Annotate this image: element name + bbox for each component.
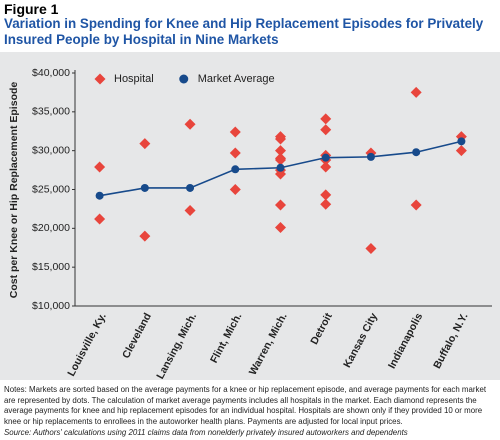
hospital-point [410, 199, 422, 211]
hospital-point [320, 161, 332, 173]
hospital-point [275, 145, 286, 157]
y-tick-label: $25,000 [32, 183, 70, 195]
hospital-point [365, 243, 377, 255]
notes: Notes: Markets are sorted based on the a… [4, 385, 487, 426]
hospital-point [229, 147, 241, 159]
hospital-point [139, 138, 151, 150]
source: Source: Authors' calculations using 2011… [4, 428, 408, 437]
hospital-point [94, 161, 106, 173]
hospital-point [320, 124, 332, 136]
average-point [366, 152, 375, 161]
y-tick-label: $40,000 [32, 67, 70, 79]
hospital-point [275, 133, 286, 145]
y-tick-label: $15,000 [32, 261, 70, 273]
hospital-point [410, 86, 422, 98]
average-point [95, 191, 104, 200]
y-axis-label: Cost per Knee or Hip Replacement Episode [8, 82, 20, 299]
hospital-point [275, 154, 286, 166]
hospital-point [275, 168, 286, 180]
average-point [231, 165, 240, 174]
figure-label: Figure 1 [4, 1, 59, 17]
hospital-point [229, 126, 241, 138]
average-point [321, 153, 330, 162]
hospital-point [455, 145, 467, 157]
chart-panel [0, 52, 500, 380]
legend-label: Market Average [198, 73, 275, 85]
hospital-point [320, 189, 332, 201]
average-point [457, 137, 466, 146]
average-point [276, 163, 285, 172]
average-point [186, 183, 195, 192]
hospital-point [184, 204, 196, 216]
hospital-point [275, 222, 286, 234]
y-tick-label: $10,000 [32, 300, 70, 312]
hospital-point [320, 198, 332, 210]
chart-title: Variation in Spending for Knee and Hip R… [4, 16, 484, 47]
y-tick-label: $30,000 [32, 144, 70, 156]
average-point [140, 183, 149, 192]
legend-label: Hospital [114, 73, 154, 85]
hospital-point [275, 199, 286, 211]
legend-marker [179, 74, 189, 84]
hospital-point [94, 213, 106, 225]
legend-marker [94, 73, 106, 85]
hospital-point [184, 118, 196, 130]
hospital-point [139, 230, 151, 242]
hospital-point [320, 113, 332, 125]
hospital-point [229, 184, 241, 195]
y-tick-label: $20,000 [32, 222, 70, 234]
y-tick-label: $35,000 [32, 106, 70, 118]
average-point [412, 148, 421, 157]
